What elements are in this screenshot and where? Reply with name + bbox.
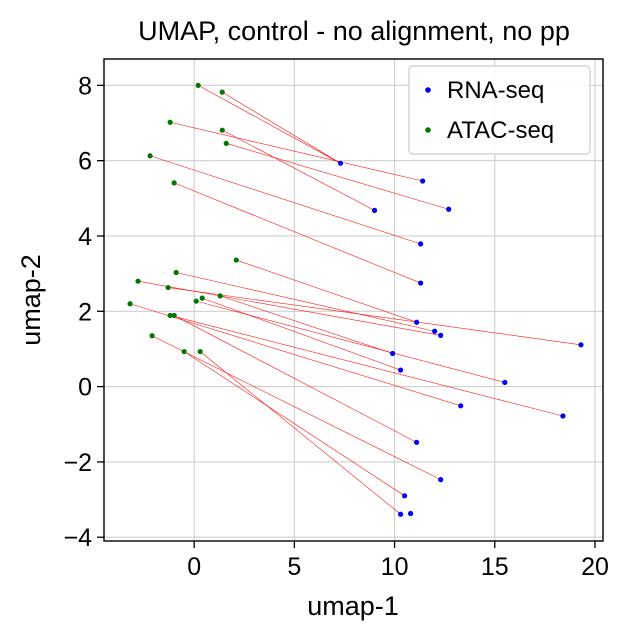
grid-lines	[104, 59, 603, 541]
x-tick-label: 15	[481, 553, 509, 581]
legend-label-rna-seq: RNA-seq	[447, 77, 544, 104]
rna-seq-point	[371, 207, 378, 213]
atac-seq-point	[165, 284, 171, 291]
atac-seq-point	[195, 82, 201, 88]
alignment-link	[170, 315, 563, 417]
data-points	[127, 82, 584, 517]
y-tick-label: 0	[78, 374, 92, 402]
y-axis-ticks: −4 −2 0 2 4 6 8	[63, 72, 104, 552]
atac-seq-point	[167, 312, 173, 319]
x-axis-ticks: 0 5 10 15 20	[187, 541, 609, 581]
x-tick-label: 0	[187, 553, 201, 581]
x-axis-label: umap-1	[307, 591, 399, 621]
atac-seq-point	[149, 333, 155, 339]
y-tick-label: −4	[63, 524, 92, 552]
alignment-link	[149, 155, 421, 245]
legend-marker-atac-seq	[425, 127, 431, 133]
atac-seq-point	[193, 298, 199, 304]
atac-seq-point	[197, 348, 203, 355]
atac-seq-point	[135, 278, 141, 284]
atac-seq-point	[127, 301, 133, 307]
atac-seq-point	[199, 295, 205, 301]
alignment-link	[168, 287, 581, 346]
alignment-link	[200, 351, 401, 515]
y-tick-label: 6	[78, 148, 92, 176]
alignment-link	[236, 259, 417, 323]
alignment-link	[176, 272, 435, 332]
legend-label-atac-seq: ATAC-seq	[447, 117, 554, 144]
alignment-link	[220, 295, 393, 354]
atac-seq-point	[171, 180, 177, 186]
atac-seq-point	[217, 293, 223, 299]
rna-seq-point	[397, 511, 404, 517]
alignment-link	[170, 121, 423, 182]
legend: RNA-seq ATAC-seq	[408, 65, 591, 155]
alignment-link	[174, 315, 417, 443]
rna-seq-point	[438, 332, 444, 338]
rna-seq-point	[438, 477, 444, 483]
alignment-link	[198, 85, 341, 164]
alignment-link	[183, 351, 405, 497]
rna-seq-point	[418, 241, 424, 247]
x-tick-label: 10	[381, 553, 409, 581]
x-tick-label: 20	[581, 553, 609, 581]
alignment-link	[129, 303, 461, 407]
alignment-link	[174, 182, 421, 284]
alignment-link	[226, 143, 449, 210]
chart-title: UMAP, control - no alignment, no pp	[138, 16, 570, 46]
y-tick-label: 2	[78, 298, 92, 326]
rna-seq-point	[389, 350, 396, 357]
plot-frame	[103, 58, 604, 542]
rna-seq-point	[402, 493, 408, 499]
rna-seq-point	[502, 379, 508, 386]
rna-seq-point	[414, 319, 420, 325]
atac-seq-point	[167, 119, 173, 125]
rna-seq-point	[432, 328, 438, 334]
legend-marker-rna-seq	[425, 87, 431, 93]
atac-seq-point	[223, 140, 229, 146]
y-tick-label: 8	[78, 72, 92, 100]
atac-seq-point	[171, 312, 177, 319]
alignment-link	[222, 129, 375, 211]
atac-seq-point	[181, 348, 187, 355]
alignment-link	[196, 300, 505, 383]
atac-seq-point	[219, 127, 225, 133]
y-tick-label: 4	[78, 223, 92, 251]
rna-seq-point	[418, 280, 424, 286]
x-tick-label: 5	[287, 553, 301, 581]
rna-seq-point	[458, 403, 464, 409]
rna-seq-point	[420, 178, 426, 184]
alignment-link	[222, 91, 341, 164]
rna-seq-point	[560, 413, 566, 419]
rna-seq-point	[397, 367, 404, 373]
rna-seq-point	[446, 206, 452, 212]
alignment-links	[129, 85, 581, 515]
rna-seq-point	[337, 160, 344, 166]
atac-seq-point	[233, 257, 239, 263]
rna-seq-point	[414, 439, 420, 445]
rna-seq-point	[408, 510, 414, 517]
y-axis-label: umap-2	[16, 254, 46, 346]
atac-seq-point	[219, 89, 225, 95]
alignment-link	[151, 335, 441, 480]
legend-frame	[408, 65, 591, 155]
alignment-link	[202, 297, 401, 371]
atac-seq-point	[147, 153, 153, 159]
atac-seq-point	[173, 269, 179, 276]
rna-seq-point	[578, 342, 584, 348]
y-tick-label: −2	[63, 449, 92, 477]
